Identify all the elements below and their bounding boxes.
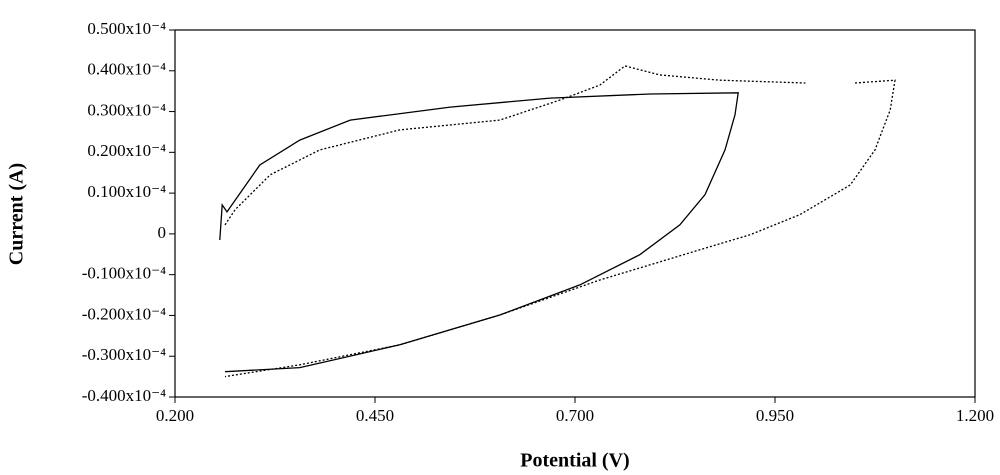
x-tick-label: 0.200 bbox=[156, 406, 194, 425]
y-tick-label: -0.300x10⁻⁴ bbox=[82, 345, 166, 364]
y-tick-label: 0.300x10⁻⁴ bbox=[87, 100, 166, 119]
y-tick-label: 0.400x10⁻⁴ bbox=[87, 60, 166, 79]
y-tick-label: -0.400x10⁻⁴ bbox=[82, 386, 166, 405]
x-tick-label: 0.450 bbox=[356, 406, 394, 425]
y-tick-label: 0.200x10⁻⁴ bbox=[87, 141, 166, 160]
x-axis-title: Potential (V) bbox=[520, 450, 629, 472]
plot-frame bbox=[174, 29, 976, 398]
data-line bbox=[219, 92, 739, 373]
x-tick-label: 1.200 bbox=[956, 406, 994, 425]
y-tick-label: -0.100x10⁻⁴ bbox=[82, 264, 166, 283]
x-tick-label: 0.700 bbox=[556, 406, 594, 425]
y-tick-label: 0.100x10⁻⁴ bbox=[87, 182, 166, 201]
x-tick-label: 0.950 bbox=[756, 406, 794, 425]
y-axis-title: Current (A) bbox=[6, 163, 28, 265]
y-tick-label: 0.500x10⁻⁴ bbox=[87, 19, 166, 38]
y-tick-label: 0 bbox=[158, 223, 167, 242]
data-line bbox=[224, 65, 896, 378]
y-tick-label: -0.200x10⁻⁴ bbox=[82, 304, 166, 323]
